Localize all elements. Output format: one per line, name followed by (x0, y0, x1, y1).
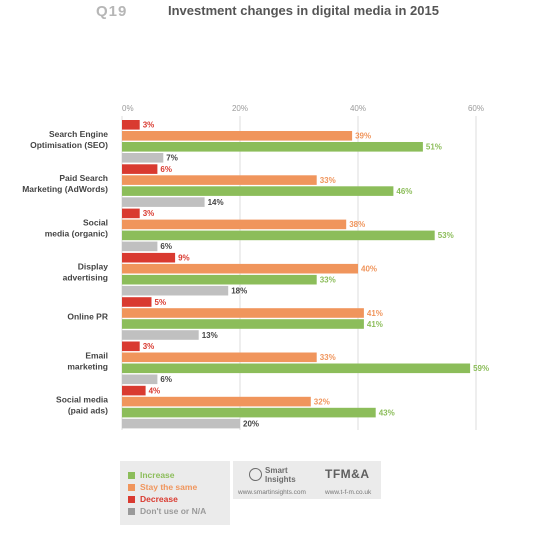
category-label: Social media (56, 395, 108, 405)
data-label: 39% (355, 132, 371, 141)
data-label: 7% (166, 154, 178, 163)
data-label: 3% (143, 342, 155, 351)
data-label: 5% (155, 298, 167, 307)
bar-stay-the-same (122, 396, 311, 407)
legend-label-decrease: Decrease (140, 494, 178, 504)
legend-swatch-increase (128, 472, 135, 479)
sponsor-logos: Smart Insights TFM&A www.smartinsights.c… (233, 461, 381, 499)
data-label: 33% (320, 176, 336, 185)
data-label: 32% (314, 397, 330, 406)
x-tick-label: 40% (350, 104, 366, 113)
legend-item-increase: Increase (128, 470, 175, 480)
x-tick-label: 60% (468, 104, 484, 113)
bar-don-t-use-or-n-a (122, 330, 199, 340)
bar-increase (122, 142, 423, 152)
data-label: 13% (202, 331, 218, 340)
data-label: 6% (160, 165, 172, 174)
bar-increase (122, 230, 435, 241)
bar-don-t-use-or-n-a (122, 418, 240, 429)
bar-don-t-use-or-n-a (122, 285, 229, 296)
category-label: advertising (63, 273, 108, 283)
bar-don-t-use-or-n-a (122, 374, 158, 385)
bar-decrease (122, 341, 140, 352)
data-label: 9% (178, 254, 190, 263)
tfm-url: www.t-f-m.co.uk (325, 489, 372, 496)
legend-label-stay: Stay the same (140, 482, 198, 492)
data-label: 3% (143, 209, 155, 218)
category-label: Optimisation (SEO) (30, 140, 108, 150)
category-label: Search Engine (49, 129, 108, 139)
bar-decrease (122, 120, 140, 130)
legend-swatch-na (128, 508, 135, 515)
bar-increase (122, 363, 471, 374)
data-label: 43% (379, 408, 395, 417)
bar-decrease (122, 297, 152, 307)
data-label: 38% (349, 220, 365, 229)
bar-stay-the-same (122, 308, 364, 318)
legend-item-decrease: Decrease (128, 494, 178, 504)
bar-increase (122, 319, 364, 329)
data-label: 20% (243, 419, 259, 428)
smart-insights-logo-text: Smart Insights (265, 466, 296, 484)
bar-don-t-use-or-n-a (122, 153, 164, 163)
smart-insights-url: www.smartinsights.com (238, 489, 306, 496)
bar-stay-the-same (122, 219, 347, 230)
legend-swatch-stay (128, 484, 135, 491)
data-label: 53% (438, 231, 454, 240)
bar-don-t-use-or-n-a (122, 241, 158, 252)
legend-item-na: Don't use or N/A (128, 506, 206, 516)
question-number: Q19 (96, 3, 128, 20)
data-label: 4% (149, 386, 161, 395)
data-label: 14% (208, 198, 224, 207)
data-label: 33% (320, 276, 336, 285)
x-tick-label: 0% (122, 104, 134, 113)
bar-decrease (122, 252, 176, 263)
data-label: 33% (320, 353, 336, 362)
data-label: 59% (473, 364, 489, 373)
category-label: Social (83, 217, 108, 227)
bar-decrease (122, 208, 140, 219)
category-label: Display (78, 262, 109, 272)
data-label: 46% (396, 187, 412, 196)
bar-stay-the-same (122, 131, 353, 141)
category-label: Email (85, 350, 108, 360)
data-label: 18% (231, 287, 247, 296)
chart-title: Investment changes in digital media in 2… (168, 3, 439, 18)
data-label: 6% (160, 242, 172, 251)
smart-insights-logo-icon (249, 468, 262, 481)
data-label: 51% (426, 143, 442, 152)
bar-increase (122, 186, 394, 196)
bar-increase (122, 274, 317, 285)
tfm-logo: TFM&A (325, 467, 370, 481)
category-label: Paid Search (59, 173, 108, 183)
legend-label-na: Don't use or N/A (140, 506, 207, 516)
bar-stay-the-same (122, 263, 358, 274)
bar-don-t-use-or-n-a (122, 197, 205, 207)
legend: Increase Stay the same Decrease Don't us… (120, 461, 230, 525)
data-label: 41% (367, 320, 383, 329)
bar-decrease (122, 164, 158, 174)
category-label: (paid ads) (68, 406, 108, 416)
category-label: Online PR (67, 312, 108, 322)
data-label: 3% (143, 121, 155, 130)
bar-stay-the-same (122, 175, 317, 185)
category-label: Marketing (AdWords) (22, 184, 108, 194)
x-tick-label: 20% (232, 104, 248, 113)
bar-increase (122, 407, 376, 418)
bar-decrease (122, 385, 146, 396)
data-label: 41% (367, 309, 383, 318)
bar-stay-the-same (122, 352, 317, 363)
data-label: 6% (160, 375, 172, 384)
legend-item-stay: Stay the same (128, 482, 197, 492)
category-label: media (organic) (45, 228, 108, 238)
legend-swatch-decrease (128, 496, 135, 503)
category-label: marketing (67, 361, 108, 371)
legend-label-increase: Increase (140, 470, 175, 480)
data-label: 40% (361, 265, 377, 274)
